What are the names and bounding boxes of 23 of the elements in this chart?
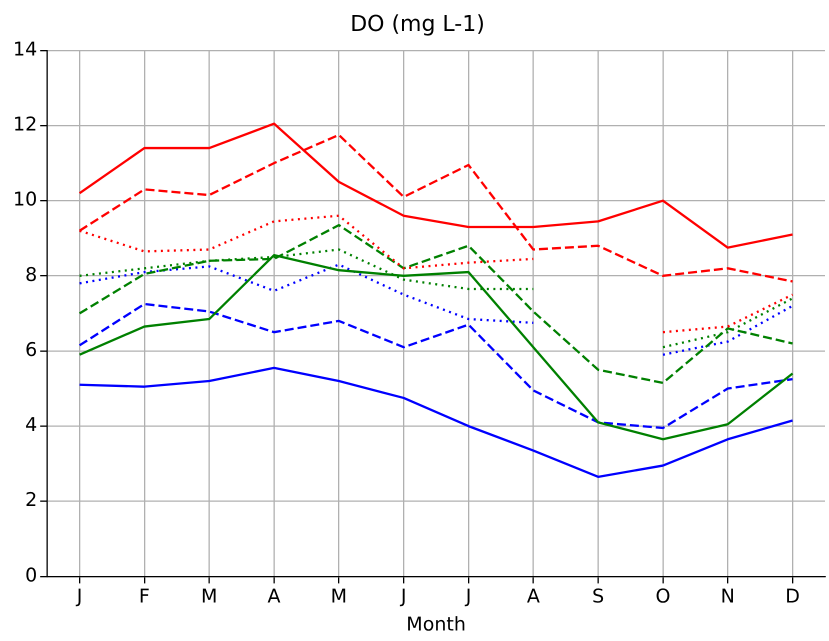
x-tick-label: A bbox=[526, 586, 540, 608]
y-tick-label: 4 bbox=[25, 414, 38, 436]
x-tick-label: D bbox=[785, 586, 800, 608]
x-tick-label: F bbox=[138, 586, 150, 608]
y-tick-label: 10 bbox=[12, 188, 38, 211]
x-tick-label: S bbox=[592, 586, 604, 608]
x-axis-title: Month bbox=[406, 614, 466, 636]
y-tick-label: 6 bbox=[25, 338, 38, 361]
y-tick-label: 2 bbox=[25, 489, 38, 512]
x-tick-label: M bbox=[201, 586, 218, 608]
y-tick-label: 12 bbox=[12, 113, 38, 136]
y-tick-label: 8 bbox=[25, 264, 38, 286]
x-tick-label: O bbox=[655, 586, 670, 608]
x-tick-label: A bbox=[268, 586, 281, 608]
x-tick-label: N bbox=[720, 586, 735, 608]
y-tick-label: 0 bbox=[25, 564, 38, 586]
y-tick-label: 14 bbox=[12, 38, 38, 60]
x-tick-label: J bbox=[76, 586, 82, 608]
chart-title: DO (mg L-1) bbox=[350, 12, 485, 37]
x-tick-label: M bbox=[330, 586, 348, 608]
x-tick-label: J bbox=[464, 586, 472, 608]
x-tick-label: J bbox=[400, 586, 406, 608]
line-series bbox=[78, 302, 794, 430]
